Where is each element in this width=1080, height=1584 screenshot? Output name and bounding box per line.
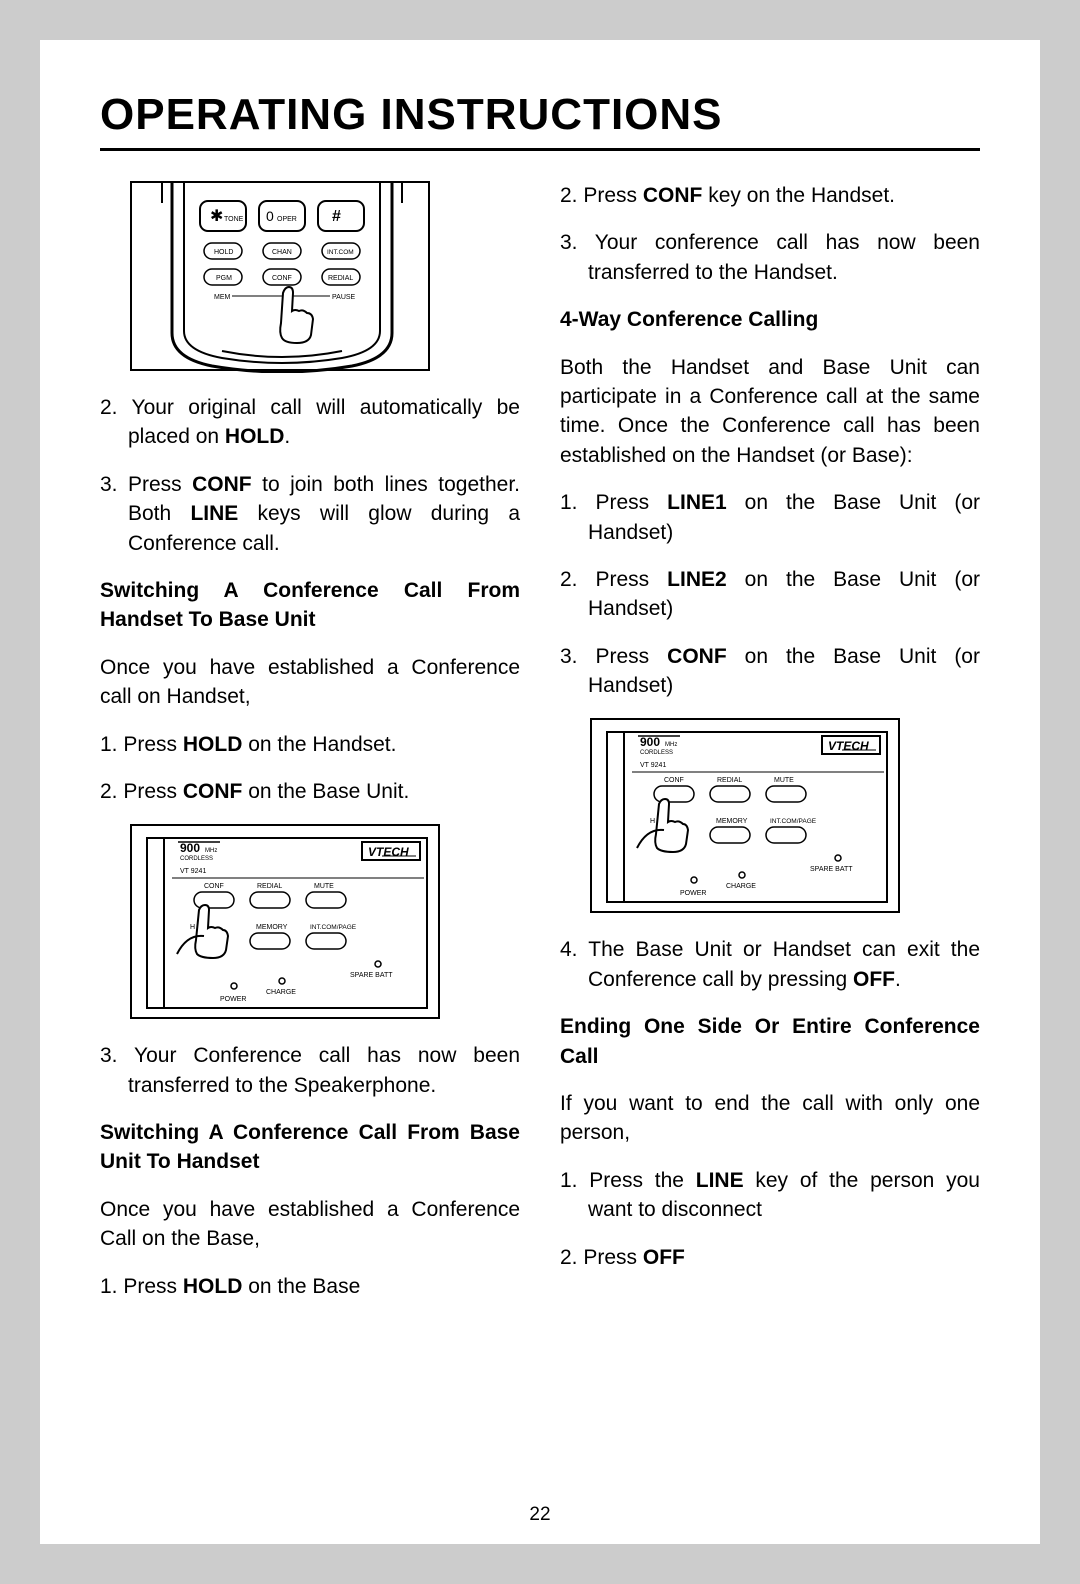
svg-text:OPER: OPER [277,216,297,223]
svg-text:MEM: MEM [214,294,231,301]
page-title: OPERATING INSTRUCTIONS [100,90,980,151]
svg-text:CONF: CONF [272,275,292,282]
svg-text:MEMORY: MEMORY [716,818,748,825]
pointing-hand-icon [655,799,688,852]
step-item: 1. Press HOLD on the Handset. [100,730,520,759]
right-column: 2. Press CONF key on the Handset. 3. You… [560,181,980,1319]
svg-text:MEMORY: MEMORY [256,924,288,931]
svg-text:HOLD: HOLD [214,249,233,256]
step-list-r4: 1. Press the LINE key of the person you … [560,1166,980,1272]
pointing-hand-icon [280,287,313,343]
pointing-hand-icon [195,905,228,958]
page-number: 22 [40,1504,1040,1526]
svg-text:H: H [190,924,195,931]
step-list-4: 1. Press HOLD on the Base [100,1272,520,1301]
svg-text:INT.COM: INT.COM [327,249,354,256]
manual-page: OPERATING INSTRUCTIONS ✱ TONE 0 OP [40,40,1040,1544]
step-item: 3. Your Conference call has now been tra… [100,1041,520,1100]
svg-text:REDIAL: REDIAL [717,777,742,784]
svg-text:900: 900 [640,735,660,749]
step-item: 2. Press CONF key on the Handset. [560,181,980,210]
svg-text:VTECH: VTECH [828,739,869,753]
base-svg-2: 900 MHz CORDLESS VT 9241 VTECH CONF REDI… [592,720,902,915]
svg-text:VTECH: VTECH [368,845,409,859]
base-unit-diagram-2: 900 MHz CORDLESS VT 9241 VTECH CONF REDI… [590,718,900,913]
base-unit-diagram: 900 MHz CORDLESS VT 9241 VTECH CONF REDI… [130,824,440,1019]
svg-text:PAUSE: PAUSE [332,294,356,301]
two-column-layout: ✱ TONE 0 OPER # HOLD CHAN INT.COM [100,181,980,1319]
step-list-r2: 1. Press LINE1 on the Base Unit (or Hand… [560,488,980,700]
step-item: 3. Your conference call has now been tra… [560,228,980,287]
handset-diagram: ✱ TONE 0 OPER # HOLD CHAN INT.COM [130,181,430,371]
step-list-1: 2. Your original call will automatically… [100,393,520,558]
svg-text:CONF: CONF [204,883,224,890]
svg-text:REDIAL: REDIAL [257,883,282,890]
svg-text:SPARE BATT: SPARE BATT [810,866,853,873]
paragraph: If you want to end the call with only on… [560,1089,980,1148]
step-list-r3: 4. The Base Unit or Handset can exit the… [560,935,980,994]
svg-text:VT 9241: VT 9241 [640,762,666,769]
step-item: 1. Press LINE1 on the Base Unit (or Hand… [560,488,980,547]
svg-text:0: 0 [266,208,274,224]
svg-text:REDIAL: REDIAL [328,275,353,282]
svg-text:H: H [650,818,655,825]
svg-text:CORDLESS: CORDLESS [180,856,213,862]
step-item: 2. Press CONF on the Base Unit. [100,777,520,806]
svg-text:MUTE: MUTE [774,777,794,784]
left-column: ✱ TONE 0 OPER # HOLD CHAN INT.COM [100,181,520,1319]
paragraph: Both the Handset and Base Unit can parti… [560,353,980,471]
step-list-3: 3. Your Conference call has now been tra… [100,1041,520,1100]
section-heading: Switching A Conference Call From Handset… [100,576,520,635]
star-icon: ✱ [210,208,223,225]
svg-text:MHz: MHz [665,742,677,748]
svg-text:POWER: POWER [220,996,246,1003]
svg-text:INT.COM/PAGE: INT.COM/PAGE [770,818,817,825]
svg-text:VT 9241: VT 9241 [180,868,206,875]
svg-text:PGM: PGM [216,275,232,282]
base-svg: 900 MHz CORDLESS VT 9241 VTECH CONF REDI… [132,826,442,1021]
svg-text:CONF: CONF [664,777,684,784]
svg-text:CHARGE: CHARGE [266,989,296,996]
section-heading: Switching A Conference Call From Base Un… [100,1118,520,1177]
step-item: 1. Press the LINE key of the person you … [560,1166,980,1225]
paragraph: Once you have established a Conference c… [100,653,520,712]
svg-text:TONE: TONE [224,216,244,223]
paragraph: Once you have established a Conference C… [100,1195,520,1254]
step-item: 3. Press CONF to join both lines togethe… [100,470,520,558]
svg-text:SPARE BATT: SPARE BATT [350,972,393,979]
svg-text:CHARGE: CHARGE [726,883,756,890]
step-item: 4. The Base Unit or Handset can exit the… [560,935,980,994]
section-heading: 4-Way Conference Calling [560,305,980,334]
svg-text:MHz: MHz [205,848,217,854]
step-item: 2. Press LINE2 on the Base Unit (or Hand… [560,565,980,624]
step-item: 3. Press CONF on the Base Unit (or Hands… [560,642,980,701]
svg-text:#: # [332,208,341,225]
svg-text:CORDLESS: CORDLESS [640,750,673,756]
svg-text:INT.COM/PAGE: INT.COM/PAGE [310,924,357,931]
svg-text:CHAN: CHAN [272,249,292,256]
step-item: 2. Press OFF [560,1243,980,1272]
svg-text:MUTE: MUTE [314,883,334,890]
step-item: 2. Your original call will automatically… [100,393,520,452]
section-heading: Ending One Side Or Entire Conference Cal… [560,1012,980,1071]
step-list-r1: 2. Press CONF key on the Handset. 3. You… [560,181,980,287]
step-list-2: 1. Press HOLD on the Handset. 2. Press C… [100,730,520,807]
handset-svg: ✱ TONE 0 OPER # HOLD CHAN INT.COM [132,183,432,373]
step-item: 1. Press HOLD on the Base [100,1272,520,1301]
svg-text:POWER: POWER [680,890,706,897]
svg-text:900: 900 [180,841,200,855]
